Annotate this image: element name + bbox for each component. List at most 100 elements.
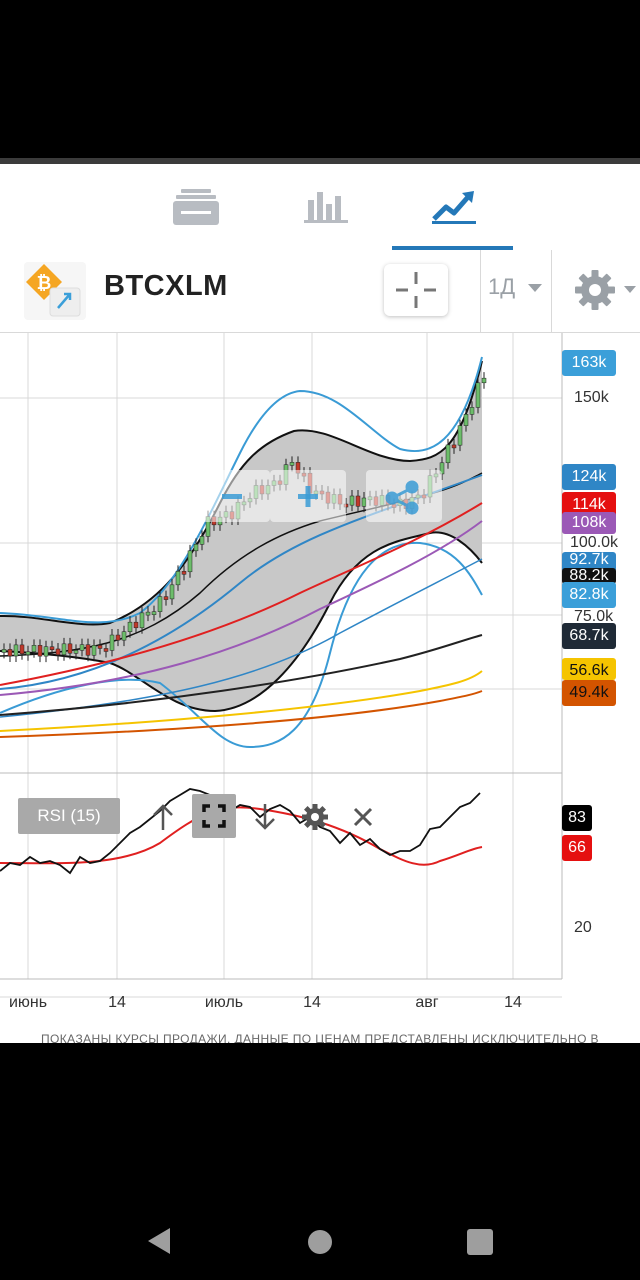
candle-body	[31, 645, 37, 653]
trend-chart-icon	[432, 191, 476, 224]
bitcoin-logo: ₿	[24, 262, 86, 320]
disclaimer-text: ПОКАЗАНЫ КУРСЫ ПРОДАЖИ. ДАННЫЕ ПО ЦЕНАМ …	[41, 1032, 599, 1043]
news-icon	[173, 189, 219, 225]
candle-body	[127, 621, 133, 632]
ma-orange-line	[0, 690, 483, 738]
expand-button[interactable]	[192, 794, 236, 838]
tab-bar	[0, 164, 640, 251]
active-tab-indicator	[392, 246, 513, 250]
candle-body	[181, 571, 187, 575]
candle-body	[55, 648, 61, 656]
candle-body	[451, 444, 457, 449]
date-axis-label: июнь	[8, 994, 48, 1011]
rsi-indicator-label[interactable]: RSI (15)	[18, 798, 120, 834]
candle-body	[151, 611, 157, 615]
crosshair-icon	[396, 272, 436, 308]
chevron-down-icon[interactable]	[526, 282, 544, 294]
ma-yellow-line	[0, 670, 483, 732]
candle-body	[73, 650, 79, 654]
candle-body	[37, 645, 43, 657]
bar-chart-icon	[304, 192, 348, 223]
candle-body	[43, 646, 49, 657]
candle-body	[67, 643, 73, 654]
candle-body	[19, 644, 25, 655]
price-axis-label: 150k	[574, 389, 609, 407]
price-tag: 88.2k	[562, 568, 616, 584]
zoom-out-button[interactable]	[194, 470, 270, 522]
date-axis-label: июль	[204, 994, 244, 1011]
header-separator	[480, 250, 481, 332]
candle-body	[121, 631, 127, 641]
candle-body	[175, 571, 181, 586]
candle-body	[193, 544, 199, 552]
recents-icon[interactable]	[466, 1228, 494, 1256]
candle-body	[115, 634, 121, 641]
home-icon[interactable]	[306, 1228, 334, 1256]
candle-body	[91, 645, 97, 656]
ma-purple-line	[0, 520, 483, 696]
candle-body	[475, 382, 481, 408]
app-window: ₿ BTCXLM 1Д	[0, 158, 640, 1043]
rsi-line	[0, 788, 481, 875]
candle-body	[469, 407, 475, 415]
close-icon[interactable]	[350, 804, 376, 830]
tab-news[interactable]	[150, 164, 242, 250]
candle-body	[109, 634, 115, 651]
zoom-in-button[interactable]	[270, 470, 346, 522]
crosshair-button[interactable]	[384, 264, 448, 316]
keltner-lower-line	[0, 541, 483, 749]
candle-body	[133, 621, 139, 629]
rsi-signal-line	[0, 806, 483, 866]
candle-body	[445, 444, 451, 464]
ma-blue2-line	[0, 558, 483, 718]
gear-icon[interactable]	[574, 268, 640, 312]
bollinger-upper-line	[0, 360, 483, 626]
price-tag: 49.4k	[562, 680, 616, 706]
share-button[interactable]	[366, 470, 442, 522]
back-icon[interactable]	[144, 1226, 174, 1256]
price-tag: 82.8k	[562, 582, 616, 608]
candle-body	[457, 425, 463, 446]
candle-body	[7, 649, 13, 657]
candle-body	[157, 596, 163, 612]
candle-body	[199, 536, 205, 545]
ma-black-line	[0, 634, 483, 716]
price-tag: 163k	[562, 350, 616, 376]
candle-body	[481, 377, 487, 384]
price-tag: 68.7k	[562, 623, 616, 649]
zoom-out-icon	[222, 494, 242, 499]
candle-body	[355, 495, 361, 507]
header-separator	[551, 250, 552, 332]
candle-body	[61, 643, 67, 656]
interval-selector[interactable]: 1Д	[488, 274, 516, 299]
ma-red-line	[0, 502, 483, 686]
top-divider	[0, 158, 640, 164]
price-chart[interactable]	[0, 333, 640, 1033]
candle-body	[103, 648, 109, 652]
candle-body	[139, 612, 145, 629]
candle-body	[439, 462, 445, 475]
tab-bars[interactable]	[280, 164, 372, 250]
candle-body	[289, 462, 295, 466]
candle-body	[13, 644, 19, 657]
price-axis-label: 75.0k	[574, 608, 614, 626]
rsi-signal-tag: 66	[562, 835, 592, 861]
candle-body	[85, 644, 91, 656]
symbol-title: BTCXLM	[104, 270, 228, 302]
share-icon	[385, 480, 419, 515]
candle-body	[79, 644, 85, 651]
price-tag: 56.6k	[562, 658, 616, 680]
date-axis-label: 14	[303, 994, 321, 1011]
candle-body	[349, 495, 355, 506]
keltner-upper-line	[0, 356, 483, 624]
svg-text:₿: ₿	[37, 273, 52, 293]
down-arrow-icon[interactable]	[250, 800, 280, 834]
system-navbar	[0, 1200, 640, 1280]
tab-chart[interactable]	[408, 164, 500, 250]
candle-body	[463, 414, 469, 426]
date-axis-label: 14	[108, 994, 126, 1011]
up-arrow-icon[interactable]	[148, 800, 178, 834]
candle-body	[163, 596, 169, 600]
candle-body	[187, 550, 193, 573]
gear-icon[interactable]	[300, 802, 330, 832]
